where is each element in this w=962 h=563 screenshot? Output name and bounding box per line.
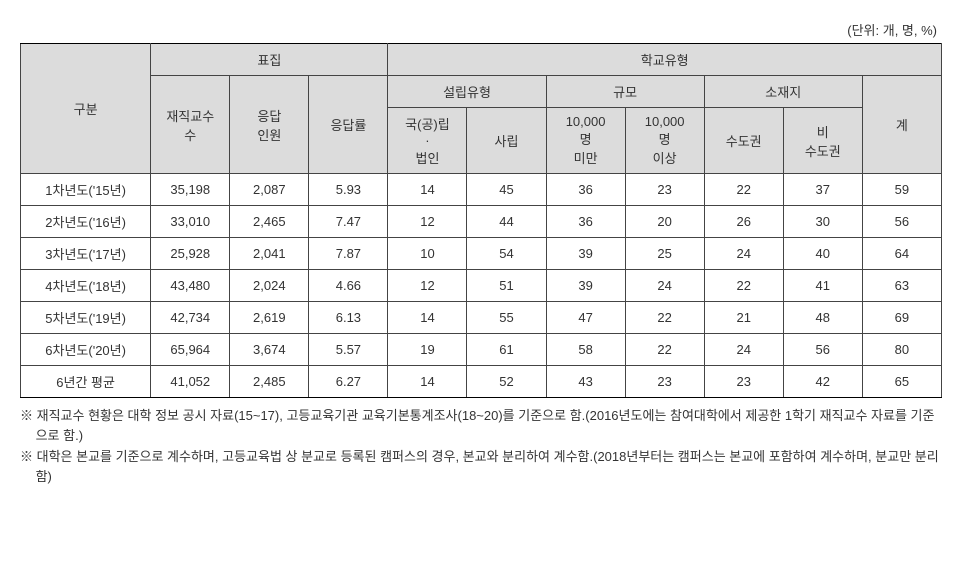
cell: 2,024 <box>230 270 309 302</box>
cell: 12 <box>388 270 467 302</box>
th-sampling: 표집 <box>151 44 388 76</box>
cell: 69 <box>862 302 941 334</box>
th-school-type: 학교유형 <box>388 44 942 76</box>
cell: 42,734 <box>151 302 230 334</box>
cell: 43,480 <box>151 270 230 302</box>
cell: 41,052 <box>151 366 230 398</box>
data-table: 구분 표집 학교유형 재직교수수 응답인원 응답률 설립유형 규모 소재지 계 … <box>20 43 942 398</box>
cell: 22 <box>625 334 704 366</box>
row-label: 2차년도('16년) <box>21 206 151 238</box>
th-noncapital: 비수도권 <box>783 108 862 174</box>
cell: 51 <box>467 270 546 302</box>
cell: 58 <box>546 334 625 366</box>
footnote-2: ※ 대학은 본교를 기준으로 계수하며, 고등교육법 상 분교로 등록된 캠퍼스… <box>20 447 942 486</box>
cell: 14 <box>388 174 467 206</box>
th-establishment: 설립유형 <box>388 76 546 108</box>
cell: 40 <box>783 238 862 270</box>
cell: 20 <box>625 206 704 238</box>
cell: 41 <box>783 270 862 302</box>
cell: 23 <box>625 366 704 398</box>
th-private: 사립 <box>467 108 546 174</box>
cell: 14 <box>388 366 467 398</box>
cell: 47 <box>546 302 625 334</box>
cell: 2,041 <box>230 238 309 270</box>
th-total: 계 <box>862 76 941 174</box>
cell: 2,619 <box>230 302 309 334</box>
row-label: 1차년도('15년) <box>21 174 151 206</box>
cell: 19 <box>388 334 467 366</box>
cell: 35,198 <box>151 174 230 206</box>
row-label: 4차년도('18년) <box>21 270 151 302</box>
cell: 45 <box>467 174 546 206</box>
cell: 7.47 <box>309 206 388 238</box>
cell: 5.57 <box>309 334 388 366</box>
cell: 26 <box>704 206 783 238</box>
cell: 22 <box>704 174 783 206</box>
cell: 6.13 <box>309 302 388 334</box>
cell: 10 <box>388 238 467 270</box>
cell: 25,928 <box>151 238 230 270</box>
th-scale: 규모 <box>546 76 704 108</box>
cell: 48 <box>783 302 862 334</box>
th-capital: 수도권 <box>704 108 783 174</box>
cell: 4.66 <box>309 270 388 302</box>
cell: 65 <box>862 366 941 398</box>
cell: 12 <box>388 206 467 238</box>
th-professors: 재직교수수 <box>151 76 230 174</box>
th-over-10k: 10,000명이상 <box>625 108 704 174</box>
cell: 2,485 <box>230 366 309 398</box>
cell: 24 <box>625 270 704 302</box>
cell: 22 <box>704 270 783 302</box>
cell: 80 <box>862 334 941 366</box>
cell: 5.93 <box>309 174 388 206</box>
cell: 2,465 <box>230 206 309 238</box>
cell: 2,087 <box>230 174 309 206</box>
cell: 33,010 <box>151 206 230 238</box>
cell: 36 <box>546 174 625 206</box>
cell: 21 <box>704 302 783 334</box>
cell: 25 <box>625 238 704 270</box>
th-under-10k: 10,000명미만 <box>546 108 625 174</box>
cell: 39 <box>546 238 625 270</box>
footnote-1: ※ 재직교수 현황은 대학 정보 공시 자료(15~17), 고등교육기관 교육… <box>20 406 942 445</box>
th-gubun: 구분 <box>21 44 151 174</box>
cell: 56 <box>783 334 862 366</box>
cell: 36 <box>546 206 625 238</box>
cell: 22 <box>625 302 704 334</box>
cell: 44 <box>467 206 546 238</box>
cell: 37 <box>783 174 862 206</box>
cell: 64 <box>862 238 941 270</box>
cell: 42 <box>783 366 862 398</box>
cell: 7.87 <box>309 238 388 270</box>
th-public: 국(공)립·법인 <box>388 108 467 174</box>
footnotes: ※ 재직교수 현황은 대학 정보 공시 자료(15~17), 고등교육기관 교육… <box>20 406 942 486</box>
cell: 6.27 <box>309 366 388 398</box>
cell: 43 <box>546 366 625 398</box>
cell: 23 <box>704 366 783 398</box>
cell: 52 <box>467 366 546 398</box>
cell: 55 <box>467 302 546 334</box>
cell: 23 <box>625 174 704 206</box>
th-response-rate: 응답률 <box>309 76 388 174</box>
cell: 39 <box>546 270 625 302</box>
cell: 56 <box>862 206 941 238</box>
cell: 24 <box>704 238 783 270</box>
row-label: 3차년도('17년) <box>21 238 151 270</box>
cell: 30 <box>783 206 862 238</box>
th-location: 소재지 <box>704 76 862 108</box>
cell: 63 <box>862 270 941 302</box>
cell: 24 <box>704 334 783 366</box>
row-label: 6차년도('20년) <box>21 334 151 366</box>
cell: 14 <box>388 302 467 334</box>
cell: 3,674 <box>230 334 309 366</box>
cell: 61 <box>467 334 546 366</box>
unit-label: (단위: 개, 명, %) <box>20 20 942 39</box>
row-label: 6년간 평균 <box>21 366 151 398</box>
th-respondents: 응답인원 <box>230 76 309 174</box>
cell: 59 <box>862 174 941 206</box>
cell: 54 <box>467 238 546 270</box>
row-label: 5차년도('19년) <box>21 302 151 334</box>
cell: 65,964 <box>151 334 230 366</box>
